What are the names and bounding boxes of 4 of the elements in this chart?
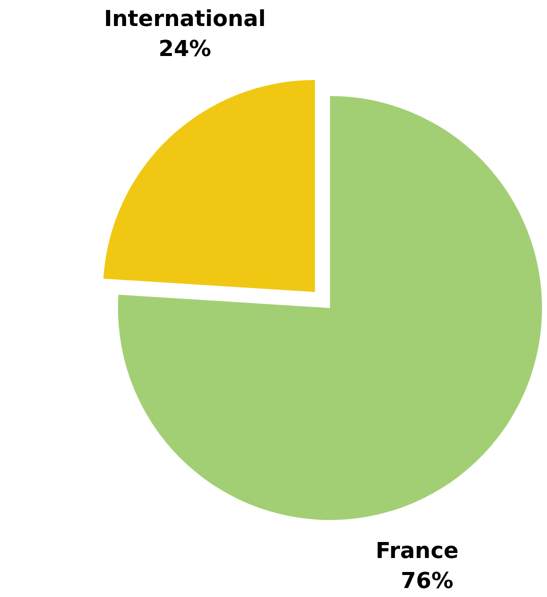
data-label: 24% (158, 37, 212, 62)
slice-label: France (376, 539, 459, 564)
slice-label: International (104, 7, 266, 32)
data-label: 76% (400, 569, 454, 594)
